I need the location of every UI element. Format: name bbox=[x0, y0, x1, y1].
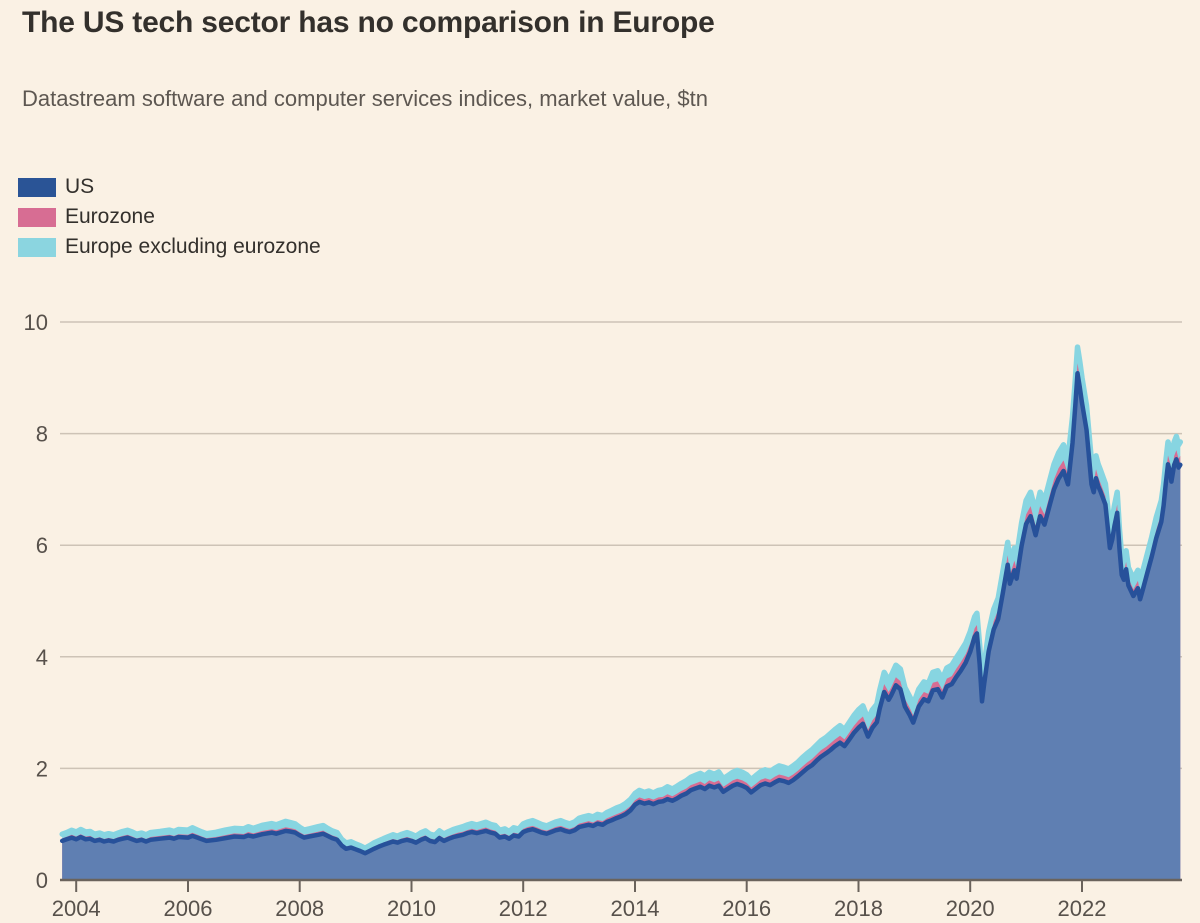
line-europe-ex-eurozone bbox=[59, 344, 1184, 851]
legend-label-eurozone: Eurozone bbox=[65, 205, 155, 228]
y-tick-label: 10 bbox=[24, 310, 48, 335]
legend-label-us: US bbox=[65, 175, 95, 198]
x-tick-label: 2004 bbox=[52, 896, 101, 921]
area-us bbox=[62, 373, 1181, 880]
legend-swatch-europe-ex-eurozone-icon bbox=[18, 237, 56, 257]
legend-item-eurozone: Eurozone bbox=[18, 202, 321, 232]
line-us bbox=[59, 371, 1183, 856]
x-tick-label: 2014 bbox=[611, 896, 660, 921]
y-axis-labels: 0 2 4 6 8 10 bbox=[24, 310, 48, 893]
x-tick-label: 2022 bbox=[1058, 896, 1107, 921]
chart-legend: US Eurozone Europe excluding eurozone bbox=[18, 172, 321, 262]
x-tick-label: 2006 bbox=[164, 896, 213, 921]
legend-swatch-us-icon bbox=[18, 177, 56, 197]
x-tick-label: 2020 bbox=[946, 896, 995, 921]
x-tick-label: 2016 bbox=[722, 896, 771, 921]
y-tick-label: 8 bbox=[36, 422, 48, 447]
chart-title: The US tech sector has no comparison in … bbox=[22, 6, 715, 39]
y-tick-label: 4 bbox=[36, 645, 48, 670]
y-tick-label: 0 bbox=[36, 868, 48, 893]
legend-swatch-eurozone-icon bbox=[18, 207, 56, 227]
y-tick-label: 6 bbox=[36, 533, 48, 558]
x-tick-label: 2010 bbox=[387, 896, 436, 921]
stacked-areas bbox=[59, 344, 1184, 881]
legend-label-europe-ex-eurozone: Europe excluding eurozone bbox=[65, 235, 321, 258]
y-tick-label: 2 bbox=[36, 756, 48, 781]
x-tick-label: 2012 bbox=[499, 896, 548, 921]
x-axis: 2004 2006 2008 2010 2012 2014 2016 2018 2020 2022 bbox=[52, 878, 1182, 921]
legend-item-us: US bbox=[18, 172, 321, 202]
legend-item-europe-ex-eurozone: Europe excluding eurozone bbox=[18, 232, 321, 262]
chart-subtitle: Datastream software and computer service… bbox=[22, 86, 708, 111]
x-tick-label: 2018 bbox=[834, 896, 883, 921]
x-tick-label: 2008 bbox=[275, 896, 324, 921]
